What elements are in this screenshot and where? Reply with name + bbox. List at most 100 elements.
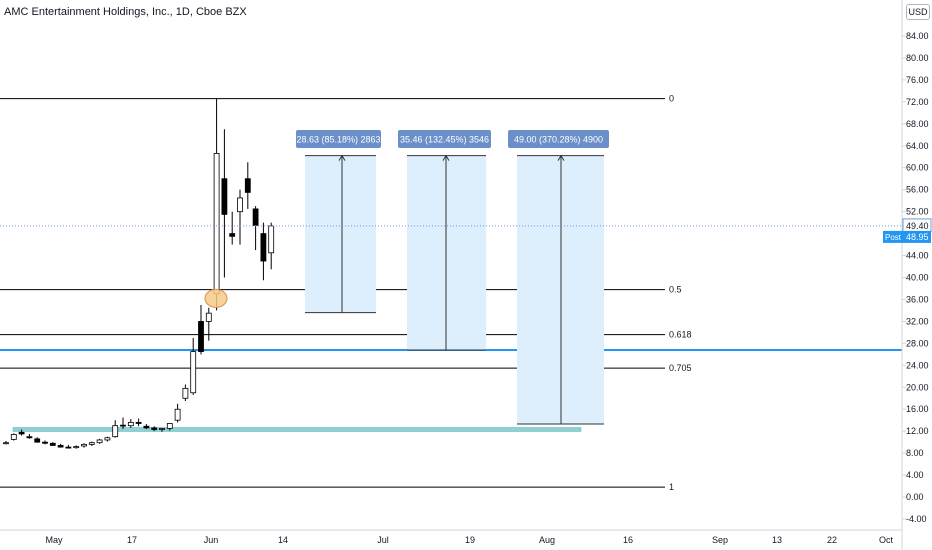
x-tick-label: Jun <box>204 535 219 545</box>
candle <box>34 437 41 443</box>
candle-body <box>190 351 197 394</box>
candle-body <box>252 208 259 226</box>
candle-body <box>151 427 158 430</box>
x-tick-label: 16 <box>623 535 633 545</box>
candle <box>174 403 181 423</box>
candle <box>112 420 119 438</box>
projection-label-box <box>296 130 381 148</box>
x-tick-label: 19 <box>465 535 475 545</box>
candle-body <box>57 445 64 448</box>
candle <box>88 441 95 447</box>
candle-body <box>49 442 56 446</box>
price-projections: 28.63 (85.18%) 2863 35.46 (132.45%) 3546 4… <box>296 130 609 425</box>
y-tick-label: 68.00 <box>906 119 929 129</box>
support-zone <box>12 427 582 432</box>
projection-box <box>305 155 376 313</box>
y-tick-label: 84.00 <box>906 31 929 41</box>
projection-label-box <box>398 130 491 148</box>
y-tick-label: 80.00 <box>906 53 929 63</box>
price-projection: 35.46 (132.45%) 3546 <box>398 130 491 351</box>
x-tick-label: Oct <box>879 535 894 545</box>
candle-body <box>166 423 173 429</box>
candle-body <box>65 446 72 449</box>
horizontal-lines <box>0 348 902 432</box>
y-tick-label: 12.00 <box>906 426 929 436</box>
candle <box>166 422 173 431</box>
post-price-label: 48.95 <box>906 232 929 242</box>
y-tick-label: 44.00 <box>906 251 929 261</box>
projection-arrow-head <box>557 154 565 161</box>
candle-body <box>73 446 80 449</box>
currency-button[interactable]: USD <box>906 4 930 20</box>
candle <box>190 337 197 395</box>
projection-arrow-head <box>442 154 450 161</box>
y-tick-label: 20.00 <box>906 382 929 392</box>
candle <box>57 443 64 448</box>
candle-body <box>260 233 267 262</box>
y-tick-label: 64.00 <box>906 141 929 151</box>
candle <box>26 433 33 439</box>
candle-body <box>42 441 48 444</box>
x-tick-label: Sep <box>712 535 728 545</box>
candlesticks <box>3 98 275 449</box>
y-tick-label: 8.00 <box>906 448 924 458</box>
x-tick-label: 14 <box>278 535 288 545</box>
candle <box>229 211 236 245</box>
x-tick-label: 22 <box>827 535 837 545</box>
candle <box>127 419 134 428</box>
candle-body <box>112 425 119 438</box>
projection-label-box <box>508 130 609 148</box>
candle <box>18 429 25 436</box>
highlight-ellipse <box>204 288 228 308</box>
candle-body <box>26 436 33 439</box>
projection-label: 28.63 (85.18%) 2863 <box>296 135 380 145</box>
x-tick-label: May <box>45 535 63 545</box>
post-tag <box>883 230 903 243</box>
x-tick-label: 17 <box>127 535 137 545</box>
candle-body <box>3 442 9 445</box>
y-tick-label: 24.00 <box>906 360 929 370</box>
candle <box>159 427 165 432</box>
candle-body <box>268 225 275 254</box>
candle <box>221 129 228 278</box>
candle <box>205 307 212 341</box>
candle-body <box>18 431 25 435</box>
candle-body <box>229 233 236 237</box>
candle <box>143 424 150 429</box>
fib-level-label: 1 <box>669 482 674 492</box>
candle-body <box>34 438 41 443</box>
candle <box>252 206 259 251</box>
candle-body <box>135 421 142 424</box>
candle-body <box>96 439 103 444</box>
post-tag-label: Post <box>885 233 902 242</box>
y-tick-label: 56.00 <box>906 185 929 195</box>
y-tick-label: 40.00 <box>906 273 929 283</box>
price-projection: 49.00 (370.28%) 4900 <box>508 130 609 425</box>
candle <box>213 98 220 311</box>
candle-body <box>120 424 126 427</box>
candle-body <box>10 434 17 440</box>
x-tick-label: 13 <box>772 535 782 545</box>
fib-level-label: 0 <box>669 94 674 104</box>
candle <box>135 418 142 427</box>
candle <box>81 443 87 448</box>
y-tick-label: 0.00 <box>906 492 924 502</box>
y-tick-label: 32.00 <box>906 316 929 326</box>
y-tick-label: 16.00 <box>906 404 929 414</box>
x-tick-label: Jul <box>377 535 389 545</box>
candle-body <box>237 197 243 213</box>
highlight-ellipse-layer <box>204 288 228 308</box>
price-projection: 28.63 (85.18%) 2863 <box>296 130 381 314</box>
candle <box>120 417 126 429</box>
candle <box>10 433 17 441</box>
candle-body <box>143 425 150 429</box>
y-tick-label: 28.00 <box>906 338 929 348</box>
candle-body <box>198 321 204 352</box>
candle-body <box>104 437 111 441</box>
candle <box>237 189 243 245</box>
candle <box>3 441 9 445</box>
projection-label: 49.00 (370.28%) 4900 <box>514 135 603 145</box>
candle-body <box>81 443 87 447</box>
